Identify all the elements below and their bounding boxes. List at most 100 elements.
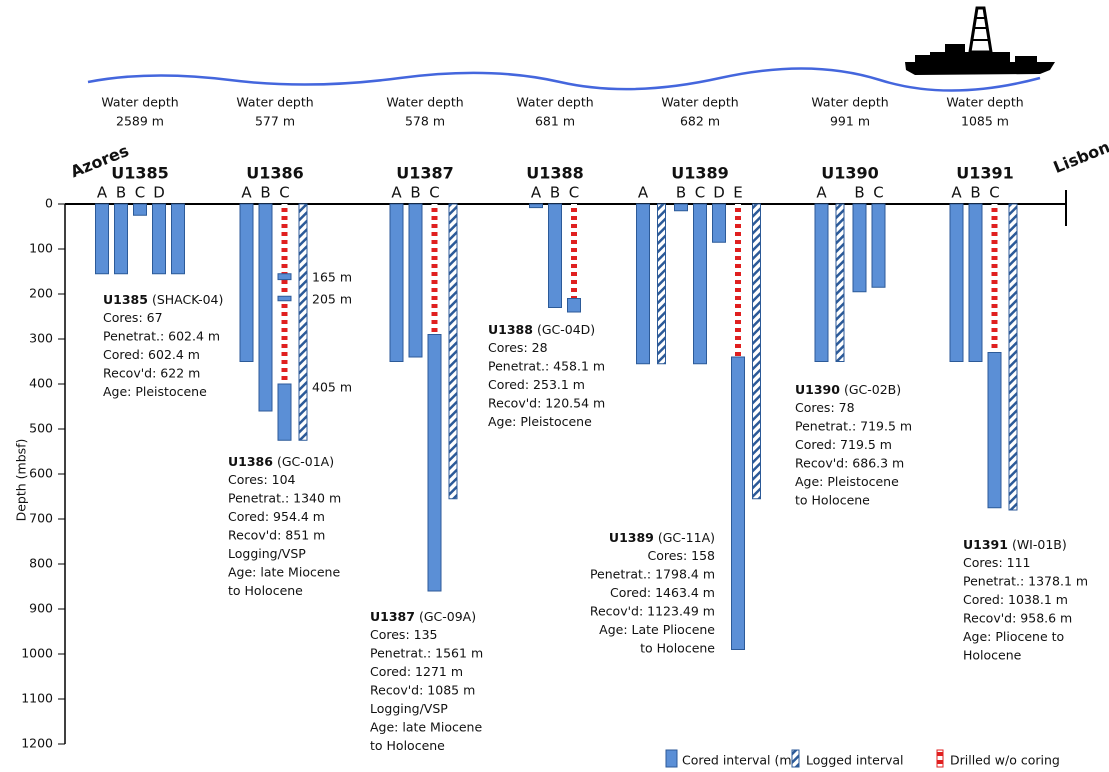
sea-surface (87, 67, 1041, 92)
water-depth-label: Water depth (101, 95, 178, 110)
y-tick-label: 0 (45, 196, 53, 211)
site-info-alias: (GC-04D) (537, 322, 595, 337)
site-info-line: Cores: 28 (488, 340, 548, 355)
y-tick-label: 1200 (21, 736, 53, 751)
site-info-line: Cores: 104 (228, 472, 296, 487)
site-info-title: U1385 (SHACK-04) (103, 292, 223, 307)
site-info-line: Cores: 67 (103, 310, 163, 325)
water-depth: 991 m (830, 114, 870, 129)
hole-name: A (391, 184, 402, 202)
site-info-line: Recov'd: 1123.49 m (590, 604, 715, 619)
site-info-name: U1389 (609, 530, 654, 545)
site-info-name: U1386 (228, 454, 273, 469)
logged-interval (835, 203, 845, 362)
cored-interval (871, 203, 886, 288)
cored-interval (636, 203, 650, 365)
cored-interval (949, 203, 964, 362)
site-info-line: Cored: 1038.1 m (963, 592, 1068, 607)
drilled-interval (431, 204, 438, 335)
site-info-title: U1391 (WI-01B) (963, 537, 1067, 552)
legend-swatch-cored (665, 749, 678, 768)
site-info-line: Cored: 1463.4 m (610, 585, 715, 600)
cored-interval (968, 203, 983, 362)
site-info-line: Cored: 954.4 m (228, 509, 325, 524)
y-tick-label: 900 (29, 601, 53, 616)
drilled-interval (281, 204, 288, 384)
site-info-line: to Holocene (228, 583, 303, 598)
site-info-line: Age: Pliocene to (963, 629, 1064, 644)
site-info-line: Logging/VSP (228, 546, 306, 561)
site-info-alias: (WI-01B) (1012, 537, 1067, 552)
site-info-line: Recov'd: 622 m (103, 366, 200, 381)
site-info-alias: (SHACK-04) (152, 292, 223, 307)
depth-annotation: 405 m (312, 380, 352, 395)
hole-name: B (260, 184, 270, 202)
site-name: U1389 (671, 164, 729, 183)
site-name: U1390 (821, 164, 879, 183)
hole-name: C (429, 184, 439, 202)
cored-interval (258, 203, 273, 412)
logged-interval (752, 203, 761, 500)
site-name: U1391 (956, 164, 1014, 183)
drilled-interval (991, 204, 998, 353)
site-info-line: Penetrat.: 458.1 m (488, 359, 605, 374)
cored-interval (852, 203, 867, 293)
hole-name: C (989, 184, 999, 202)
site-info-alias: (GC-09A) (419, 609, 476, 624)
y-tick-label: 700 (29, 511, 53, 526)
hole-name: A (638, 184, 649, 202)
site-info-line: Age: late Miocene (370, 720, 482, 735)
site-info-line: Recov'd: 851 m (228, 528, 325, 543)
cored-interval (152, 203, 166, 275)
hole-name: B (676, 184, 686, 202)
water-depth-label: Water depth (236, 95, 313, 110)
site-info-alias: (GC-01A) (277, 454, 334, 469)
water-depth-label: Water depth (516, 95, 593, 110)
cored-interval (389, 203, 404, 362)
cored-interval (239, 203, 254, 362)
cored-interval (277, 295, 292, 302)
y-tick-label: 300 (29, 331, 53, 346)
site-info-name: U1391 (963, 537, 1008, 552)
hole-name: B (550, 184, 560, 202)
y-tick-label: 1000 (21, 646, 53, 661)
hole-name: A (951, 184, 962, 202)
site-info-line: Age: Pleistocene (488, 414, 592, 429)
hole-name: D (153, 184, 165, 202)
y-tick-label: 600 (29, 466, 53, 481)
site-info-name: U1388 (488, 322, 533, 337)
depth-annotation: 205 m (312, 292, 352, 307)
cored-interval (987, 352, 1002, 509)
logged-interval (1008, 203, 1018, 511)
site-info-line: Penetrat.: 1340 m (228, 491, 341, 506)
site-info-title: U1389 (GC-11A) (609, 530, 715, 545)
water-depth: 682 m (680, 114, 720, 129)
cored-interval (114, 203, 128, 275)
ship (905, 6, 1055, 75)
site-info-line: Cores: 111 (963, 555, 1031, 570)
site-info-line: to Holocene (370, 738, 445, 753)
site-info-line: Recov'd: 958.6 m (963, 611, 1072, 626)
cored-interval (95, 203, 109, 275)
hole-name: B (970, 184, 980, 202)
water-depth: 578 m (405, 114, 445, 129)
hole-name: C (569, 184, 579, 202)
legend-label: Logged interval (806, 753, 904, 768)
site-info-line: to Holocene (795, 493, 870, 508)
cored-interval (529, 203, 543, 209)
water-depth-label: Water depth (661, 95, 738, 110)
logged-interval (448, 203, 458, 500)
y-axis-title: Depth (mbsf) (14, 439, 29, 522)
cored-interval (171, 203, 185, 275)
hole-name: B (116, 184, 126, 202)
cored-interval (814, 203, 829, 362)
site-info-name: U1390 (795, 382, 840, 397)
cored-interval (133, 203, 147, 216)
logged-interval (657, 203, 666, 365)
hole-name: A (241, 184, 252, 202)
y-tick-label: 500 (29, 421, 53, 436)
water-depth-label: Water depth (811, 95, 888, 110)
water-depth: 1085 m (961, 114, 1009, 129)
site-info-line: Age: Late Pliocene (599, 622, 715, 637)
site-info-line: Penetrat.: 1561 m (370, 646, 483, 661)
